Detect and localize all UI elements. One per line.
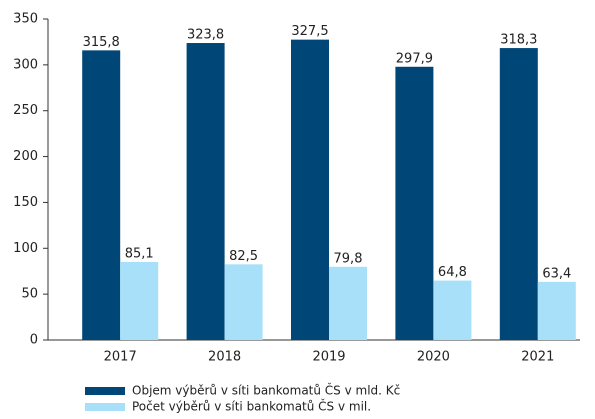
bar	[224, 264, 263, 340]
y-tick-label: 300	[13, 57, 38, 72]
y-tick-label: 150	[13, 195, 38, 210]
value-label: 63,4	[542, 266, 571, 281]
value-label: 318,3	[500, 33, 537, 48]
y-tick-label: 200	[13, 149, 38, 164]
x-tick-label: 2017	[104, 350, 137, 365]
legend-label: Objem výběrů v síti bankomatů ČS v mld. …	[132, 383, 400, 398]
bar	[499, 48, 538, 341]
value-label: 82,5	[229, 249, 258, 264]
bar	[329, 266, 367, 340]
value-label: 315,8	[83, 35, 120, 50]
legend-label: Počet výběrů v síti bankomatů ČS v mil.	[132, 399, 371, 414]
value-label: 79,8	[334, 251, 363, 266]
value-label: 297,9	[396, 51, 433, 66]
legend-swatch	[85, 387, 125, 395]
y-tick-label: 350	[13, 12, 38, 27]
bar	[120, 261, 159, 340]
bar	[537, 281, 576, 340]
bar	[291, 39, 329, 341]
value-label: 64,8	[438, 265, 467, 280]
y-tick-label: 50	[21, 287, 38, 302]
y-tick-label: 100	[13, 241, 38, 256]
value-label: 323,8	[187, 28, 224, 43]
y-tick-label: 250	[13, 103, 38, 118]
x-tick-label: 2018	[208, 350, 241, 365]
x-tick-label: 2019	[312, 350, 345, 365]
y-tick-label: 0	[30, 333, 38, 348]
x-tick-label: 2021	[521, 350, 554, 365]
bar	[433, 280, 472, 340]
bar	[395, 66, 434, 340]
x-tick-label: 2020	[417, 350, 450, 365]
value-label: 85,1	[125, 246, 154, 261]
value-label: 327,5	[291, 24, 328, 39]
bar	[186, 43, 225, 340]
legend-swatch	[85, 403, 125, 411]
bar	[82, 50, 121, 341]
